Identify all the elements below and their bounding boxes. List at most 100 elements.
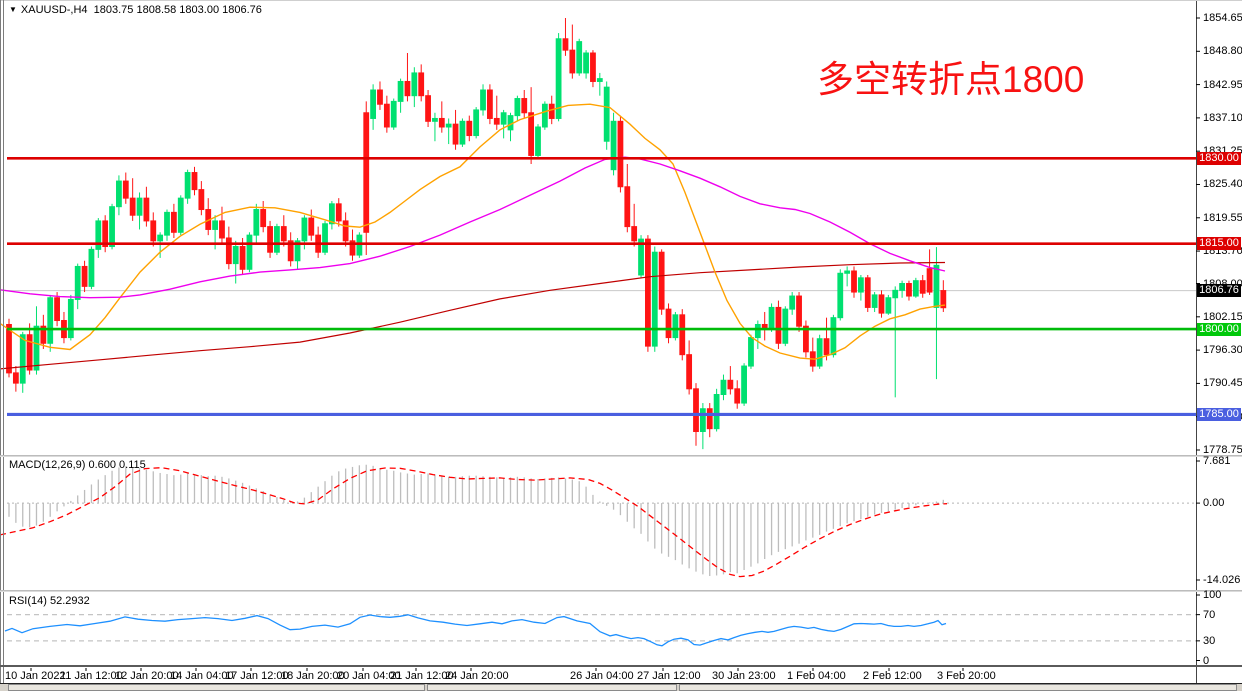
candle-body-down <box>54 297 60 322</box>
chart-title: ▼ XAUUSD-,H4 1803.75 1808.58 1803.00 1806… <box>9 4 262 16</box>
indicator-tick-label: -14.026 <box>1203 574 1241 586</box>
candle-body-down <box>287 240 294 262</box>
candle-body-down <box>878 294 885 314</box>
time-label: 17 Jan 12:00 <box>225 670 289 682</box>
candle-body-up <box>768 306 775 329</box>
window-bottom-border <box>0 683 1242 684</box>
candle-body-down <box>493 117 500 125</box>
price-pane[interactable] <box>0 18 1196 450</box>
candle-body-up <box>157 234 164 242</box>
window-top-border <box>0 0 1242 1</box>
candle-body-up <box>871 294 878 308</box>
candle-body-down <box>170 211 177 233</box>
candle-body-down <box>926 268 933 293</box>
candle-body-up <box>411 72 418 97</box>
candle-body-up <box>232 246 239 265</box>
candle-body-up <box>328 203 335 225</box>
candle-body-up <box>672 314 679 339</box>
rsi-line <box>4 614 947 647</box>
candle-body-down <box>191 172 198 191</box>
candle-body-down <box>383 103 390 128</box>
candle-body-up <box>830 317 837 356</box>
price-tick-label: 1790.45 <box>1203 377 1242 390</box>
candle-body-down <box>342 220 349 242</box>
candle-body-down <box>150 220 157 242</box>
candle-body-down <box>143 197 150 222</box>
ma-slow-darkred <box>0 261 946 370</box>
candle-body-up <box>596 78 603 82</box>
price-tick-label: 1796.30 <box>1203 344 1242 357</box>
indicator-tick-label: 70 <box>1203 608 1216 621</box>
ma-mid-magenta <box>0 156 946 299</box>
candle-body-down <box>562 38 569 51</box>
rsi-pane[interactable] <box>4 614 1196 647</box>
candle-body-up <box>748 337 754 367</box>
ma-fast-orange <box>0 103 946 360</box>
price-tick-label: 1837.10 <box>1203 111 1242 124</box>
candle-body-down <box>377 89 383 105</box>
candle-body-down <box>335 203 342 222</box>
pane-splitter-macd[interactable] <box>0 455 1242 457</box>
candle-body-up <box>253 209 260 236</box>
price-tag-1815.00: 1815.00 <box>1197 237 1241 251</box>
time-label: 3 Feb 20:00 <box>937 670 996 682</box>
candle-body-up <box>356 234 363 256</box>
price-tick-label: 1802.15 <box>1203 310 1242 323</box>
price-tick-label: 1825.40 <box>1203 178 1242 191</box>
candle-body-up <box>610 120 617 171</box>
candle-body-up <box>459 120 466 145</box>
candle-body-up <box>651 251 658 347</box>
time-axis-top-border <box>0 665 1242 667</box>
rsi-indicator-label: RSI(14) 52.2932 <box>9 595 90 607</box>
candle-body-down <box>590 52 596 82</box>
candle-body-down <box>521 98 528 114</box>
time-label: 2 Feb 12:00 <box>863 670 922 682</box>
candle-body-down <box>624 186 631 228</box>
candle-body-up <box>74 265 81 300</box>
time-label: 30 Jan 23:00 <box>712 670 776 682</box>
price-tick-label: 1848.80 <box>1203 45 1242 58</box>
candle-body-up <box>699 408 706 433</box>
candle-body-down <box>40 325 47 344</box>
candle-body-up <box>164 211 170 236</box>
symbol-dropdown-icon[interactable]: ▼ <box>9 5 17 14</box>
candle-body-up <box>390 100 397 128</box>
candle-body-up <box>301 217 308 242</box>
candle-body-down <box>617 120 624 188</box>
candle-body-up <box>857 277 864 293</box>
candle-body-up <box>116 180 122 208</box>
candle-body-up <box>638 238 644 276</box>
candle-body-down <box>761 323 768 329</box>
candle-body-down <box>679 314 686 356</box>
candle-body-down <box>122 180 129 199</box>
candle-body-down <box>528 112 535 156</box>
candle-body-down <box>734 388 741 404</box>
chart-title-text: XAUUSD-,H4 1803.75 1808.58 1803.00 1806.… <box>20 4 262 16</box>
candle-body-up <box>514 98 521 117</box>
candle-body-down <box>239 246 246 270</box>
candle-body-up <box>713 394 720 430</box>
time-label: 12 Jan 20:00 <box>115 670 179 682</box>
candle-body-up <box>899 283 906 291</box>
price-tick-label: 1778.75 <box>1203 444 1242 456</box>
pane-splitter-rsi[interactable] <box>0 590 1242 592</box>
candle-body-down <box>363 112 370 233</box>
candle-body-up <box>816 338 823 367</box>
candle-body-down <box>129 197 136 216</box>
candle-body-up <box>95 220 102 250</box>
indicator-tick-label: 0.00 <box>1203 497 1225 510</box>
macd-indicator-label: MACD(12,26,9) 0.600 0.115 <box>9 459 146 471</box>
candle-body-up <box>88 248 95 287</box>
candle-body-down <box>631 226 638 242</box>
candle-body-up <box>789 295 796 310</box>
candle-body-down <box>569 49 576 74</box>
price-tag-1800.00: 1800.00 <box>1197 322 1241 336</box>
time-label: 11 Jan 12:00 <box>60 670 123 682</box>
macd-pane[interactable] <box>0 464 1196 578</box>
candle-body-up <box>184 172 191 199</box>
candle-body-up <box>294 240 301 262</box>
candle-body-up <box>576 41 583 74</box>
candle-body-down <box>864 277 871 308</box>
